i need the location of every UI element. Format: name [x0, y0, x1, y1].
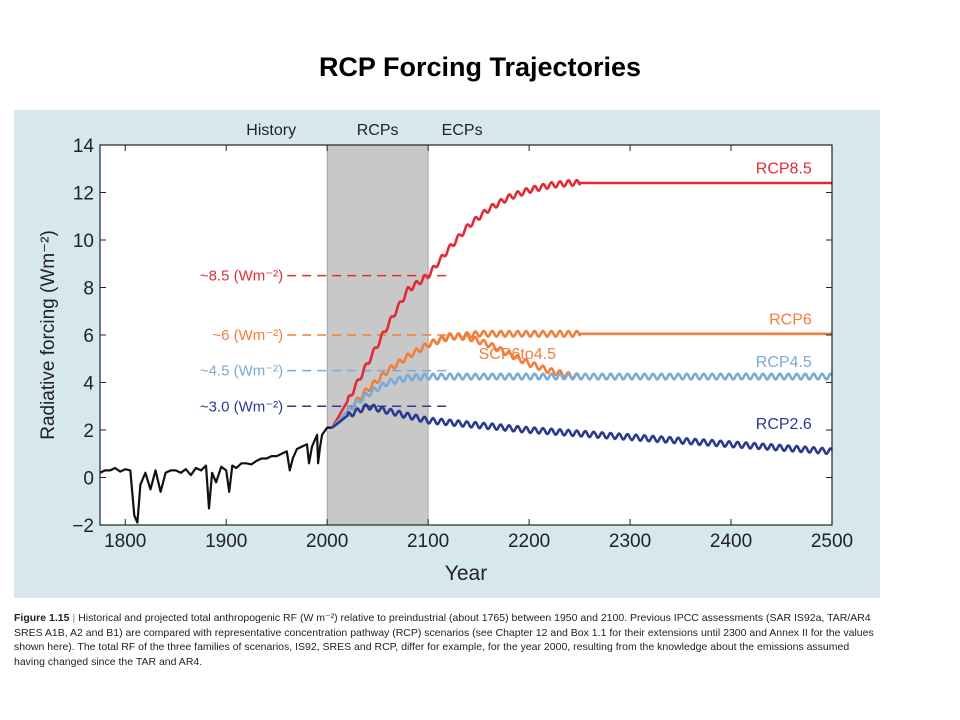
y-tick-label-0: 0 [83, 469, 94, 490]
y-tick-label--2: −2 [72, 516, 94, 537]
x-tick-label-1800: 1800 [104, 531, 146, 552]
y-tick-label-12: 12 [73, 184, 94, 205]
x-tick-label-1900: 1900 [205, 531, 247, 552]
chart-panel: History RCPs ECPs ~8.5 (Wm⁻²) ~6 (Wm⁻²) ~4.5 … [14, 110, 880, 598]
annotation-label-3: ~3.0 (Wm⁻²) [200, 398, 283, 415]
series-label-4: RCP2.6 [756, 416, 812, 433]
x-tick-label-2100: 2100 [407, 531, 449, 552]
y-tick-label-8: 8 [83, 279, 94, 300]
series-label-1: RCP6 [769, 311, 812, 328]
series-line-rcp2-6 [331, 403, 834, 455]
series-line-history [99, 426, 333, 524]
series-label-3: RCP4.5 [756, 354, 812, 371]
x-tick-label-2500: 2500 [811, 531, 853, 552]
x-axis-label: Year [445, 562, 487, 585]
period-label-ecps: ECPs [442, 122, 483, 139]
radiative-forcing-chart: History RCPs ECPs ~8.5 (Wm⁻²) ~6 (Wm⁻²) ~4.5 … [38, 122, 853, 585]
x-tick-label-2000: 2000 [306, 531, 348, 552]
x-tick-label-2200: 2200 [508, 531, 550, 552]
series-label-0: RCP8.5 [756, 161, 812, 178]
y-axis-label: Radiative forcing (Wm⁻²) [38, 230, 59, 440]
annotation-label-0: ~8.5 (Wm⁻²) [200, 268, 283, 285]
period-label-rcps: RCPs [357, 122, 399, 139]
x-tick-label-2400: 2400 [710, 531, 752, 552]
series-label-2: SCP6to4.5 [479, 346, 556, 363]
x-tick-label-2300: 2300 [609, 531, 651, 552]
caption-separator: | [72, 612, 76, 624]
period-label-history: History [246, 122, 296, 139]
y-tick-label-6: 6 [83, 326, 94, 347]
annotation-label-1: ~6 (Wm⁻²) [212, 327, 283, 344]
series-line-rcp8-5 [331, 178, 833, 429]
figure-caption: Figure 1.15 | Historical and projected tot… [14, 611, 880, 669]
annotation-label-2: ~4.5 (Wm⁻²) [200, 363, 283, 380]
series-line-rcp6 [331, 329, 833, 429]
caption-text: Historical and projected total anthropog… [14, 612, 874, 668]
series-line-scp6to4-5 [427, 332, 581, 380]
slide-title: RCP Forcing Trajectories [318, 52, 642, 82]
series-line-rcp4-5 [331, 372, 834, 429]
y-tick-label-4: 4 [83, 374, 94, 395]
y-tick-label-14: 14 [73, 136, 95, 157]
y-tick-label-10: 10 [73, 231, 94, 252]
figure-label: Figure 1.15 [14, 612, 70, 624]
y-tick-label-2: 2 [83, 421, 94, 442]
